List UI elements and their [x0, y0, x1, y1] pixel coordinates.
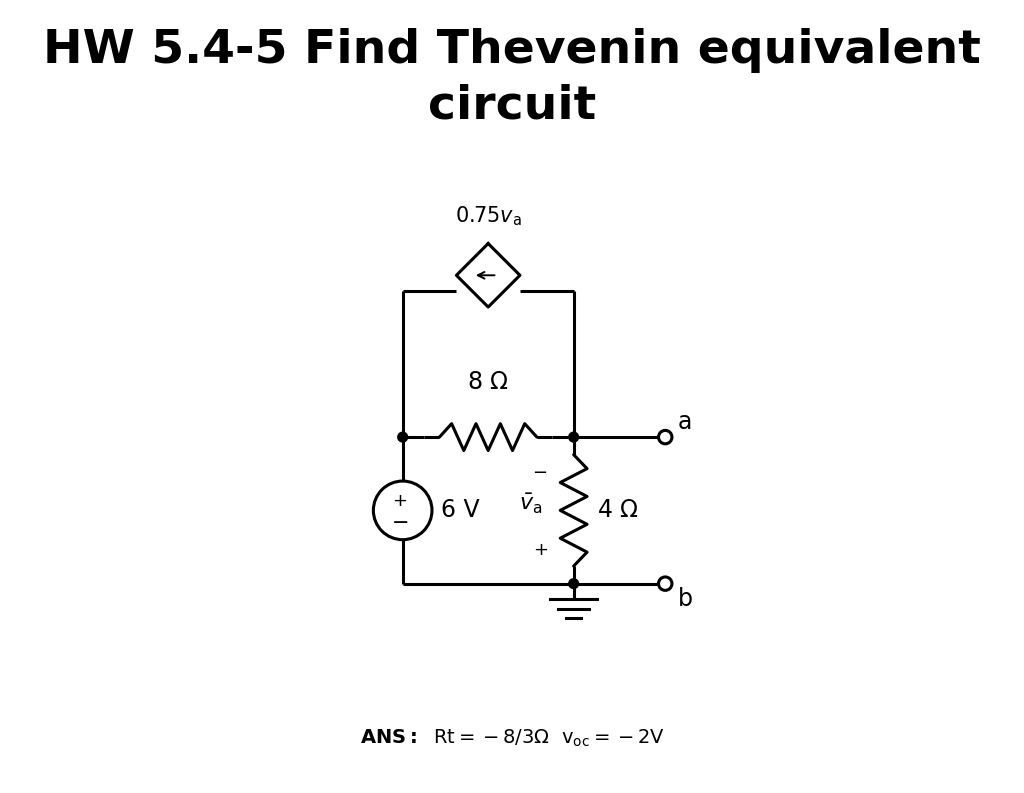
Circle shape: [397, 432, 408, 442]
Text: $0.75v_\mathrm{a}$: $0.75v_\mathrm{a}$: [455, 205, 521, 228]
Circle shape: [568, 579, 579, 588]
Text: $-$: $-$: [532, 462, 548, 480]
Text: $8\ \Omega$: $8\ \Omega$: [467, 370, 509, 394]
Text: circuit: circuit: [428, 83, 596, 128]
Text: $\bar{v}_\mathrm{a}$: $\bar{v}_\mathrm{a}$: [519, 492, 543, 516]
Text: HW 5.4-5 Find Thevenin equivalent: HW 5.4-5 Find Thevenin equivalent: [43, 28, 981, 73]
Text: b: b: [678, 587, 693, 611]
Text: $+$: $+$: [532, 541, 548, 559]
Text: $-$: $-$: [391, 511, 409, 531]
Text: $4\ \Omega$: $4\ \Omega$: [597, 498, 639, 523]
Text: a: a: [678, 410, 692, 434]
Text: $\mathbf{ANS:}$  $\mathrm{Rt=-8/3\Omega\ \ v_{oc}=-2V}$: $\mathbf{ANS:}$ $\mathrm{Rt=-8/3\Omega\ …: [359, 728, 665, 749]
Text: 6 V: 6 V: [441, 498, 480, 523]
Circle shape: [568, 432, 579, 442]
Text: $+$: $+$: [392, 492, 408, 510]
